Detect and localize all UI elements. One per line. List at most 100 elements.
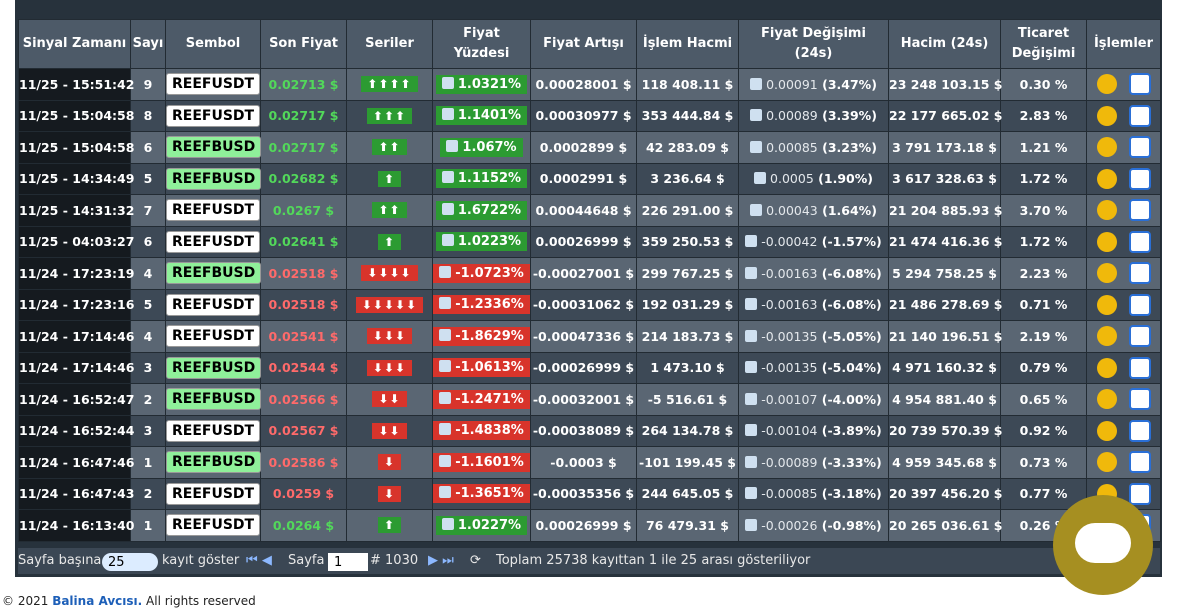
symbol[interactable]: REEFUSDT: [166, 199, 261, 222]
symbol[interactable]: REEFUSDT: [166, 514, 261, 537]
tradingview-link[interactable]: [1128, 293, 1151, 316]
signal-time: 11/24 - 17:23:16: [18, 288, 134, 321]
price-pct: -1.8629%: [455, 328, 524, 344]
per-page-select[interactable]: 25: [102, 553, 158, 571]
trade-volume: 192 031.29 $: [636, 288, 739, 321]
count: 1: [130, 446, 166, 479]
refresh[interactable]: ⟳: [470, 553, 481, 568]
last-price: 0.02713 $: [260, 68, 347, 101]
symbol[interactable]: REEFUSDT: [166, 419, 261, 442]
binance-link[interactable]: [1096, 74, 1117, 95]
symbol[interactable]: REEFUSDT: [166, 293, 261, 316]
arrow-icon: [441, 234, 454, 247]
series: ⬇: [377, 485, 402, 502]
actions-cell: [1086, 351, 1161, 384]
change-24h-pct: (1.90%): [818, 171, 873, 187]
symbol[interactable]: REEFUSDT: [166, 482, 261, 505]
symbol[interactable]: REEFBUSD: [166, 356, 262, 379]
tradingview-link[interactable]: [1128, 388, 1151, 411]
trade-volume: 118 408.11 $: [636, 68, 739, 101]
binance-link[interactable]: [1096, 357, 1117, 378]
trade-change: 2.23 %: [1000, 257, 1087, 290]
trade-volume: 299 767.25 $: [636, 257, 739, 290]
count: 1: [130, 509, 166, 542]
table-row: 11/24 - 16:52:44 3 REEFUSDT 0.02567 $ ⬇⬇ -1.4…: [18, 414, 1161, 447]
symbol[interactable]: REEFBUSD: [166, 136, 262, 159]
tradingview-link[interactable]: [1128, 230, 1151, 253]
column-header: Ticaret Değişimi: [1000, 19, 1087, 69]
count: 2: [130, 477, 166, 510]
price-increase: 0.00044648 $: [530, 194, 637, 227]
tradingview-link[interactable]: [1128, 136, 1151, 159]
change-24h-cell: 0.00043 (1.64%): [738, 194, 889, 227]
tradingview-link[interactable]: [1128, 451, 1151, 474]
tradingview-link[interactable]: [1128, 199, 1151, 222]
symbol[interactable]: REEFUSDT: [166, 230, 261, 253]
actions-cell: [1086, 383, 1161, 416]
change-24h: 0.00089: [766, 108, 818, 124]
count: 8: [130, 99, 166, 132]
chat-button[interactable]: [1053, 495, 1153, 595]
binance-link[interactable]: [1096, 452, 1117, 473]
tradingview-link[interactable]: [1128, 104, 1151, 127]
tradingview-link[interactable]: [1128, 356, 1151, 379]
volume-24h: 5 294 758.25 $: [888, 257, 1001, 290]
symbol-cell: REEFUSDT: [165, 288, 261, 321]
last-price: 0.0264 $: [260, 509, 347, 542]
arrow-icon: [441, 517, 454, 530]
trade-change: 0.30 %: [1000, 68, 1087, 101]
tradingview-link[interactable]: [1128, 262, 1151, 285]
arrow-icon: [439, 297, 452, 310]
page-input[interactable]: 1: [328, 553, 368, 571]
trade-change: 0.79 %: [1000, 351, 1087, 384]
price-pct-cell: -1.3651%: [432, 477, 531, 510]
actions-cell: [1086, 68, 1161, 101]
binance-link[interactable]: [1096, 263, 1117, 284]
show-label: kayıt göster: [162, 553, 240, 568]
series-cell: ⬇⬇⬇: [346, 351, 433, 384]
brand[interactable]: Balina Avcısı.: [52, 594, 143, 608]
summary: Toplam 25738 kayıttan 1 ile 25 arası gös…: [496, 553, 811, 568]
volume-24h: 4 959 345.68 $: [888, 446, 1001, 479]
symbol[interactable]: REEFBUSD: [166, 451, 262, 474]
series-cell: ⬆⬆: [346, 194, 433, 227]
change-24h-cell: -0.00135 (-5.05%): [738, 320, 889, 353]
price-increase: 0.00026999 $: [530, 509, 637, 542]
tradingview-link[interactable]: [1128, 419, 1151, 442]
binance-link[interactable]: [1096, 389, 1117, 410]
change-24h: 0.00091: [766, 76, 818, 92]
price-increase: 0.00026999 $: [530, 225, 637, 258]
tradingview-link[interactable]: [1128, 167, 1151, 190]
table-row: 11/24 - 17:23:19 4 REEFBUSD 0.02518 $ ⬇⬇⬇⬇ -1…: [18, 257, 1161, 290]
symbol[interactable]: REEFBUSD: [166, 167, 262, 190]
symbol[interactable]: REEFUSDT: [166, 325, 261, 348]
tradingview-link[interactable]: [1128, 482, 1151, 505]
arrow-icon: [754, 172, 767, 185]
copyright: © 2021 Balina Avcısı. All rights reserve…: [2, 594, 256, 608]
volume-24h: 21 474 416.36 $: [888, 225, 1002, 258]
binance-link[interactable]: [1096, 420, 1117, 441]
actions-cell: [1086, 162, 1161, 195]
binance-link[interactable]: [1096, 294, 1117, 315]
tradingview-link[interactable]: [1128, 73, 1151, 96]
first-prev[interactable]: ⏮ ◀: [246, 553, 272, 568]
price-pct-box: 1.6722%: [435, 200, 528, 220]
symbol[interactable]: REEFBUSD: [166, 388, 262, 411]
binance-link[interactable]: [1096, 326, 1117, 347]
binance-link[interactable]: [1096, 168, 1117, 189]
binance-link[interactable]: [1096, 231, 1117, 252]
binance-link[interactable]: [1096, 200, 1117, 221]
trade-change: 1.21 %: [1000, 131, 1087, 164]
next-last[interactable]: ▶ ⏭: [428, 553, 454, 568]
binance-link[interactable]: [1096, 105, 1117, 126]
pager: Sayfa başına 25 kayıt göster ⏮ ◀ Sayfa 1…: [18, 548, 1160, 574]
tradingview-link[interactable]: [1128, 325, 1151, 348]
binance-link[interactable]: [1096, 137, 1117, 158]
signal-time: 11/25 - 15:51:42: [18, 68, 134, 101]
symbol[interactable]: REEFUSDT: [166, 104, 261, 127]
trade-volume: 3 236.64 $: [636, 162, 739, 195]
symbol[interactable]: REEFBUSD: [166, 262, 262, 285]
symbol[interactable]: REEFUSDT: [166, 73, 261, 96]
price-pct-box: -1.0613%: [433, 358, 530, 378]
series: ⬆⬆⬆: [366, 107, 413, 124]
